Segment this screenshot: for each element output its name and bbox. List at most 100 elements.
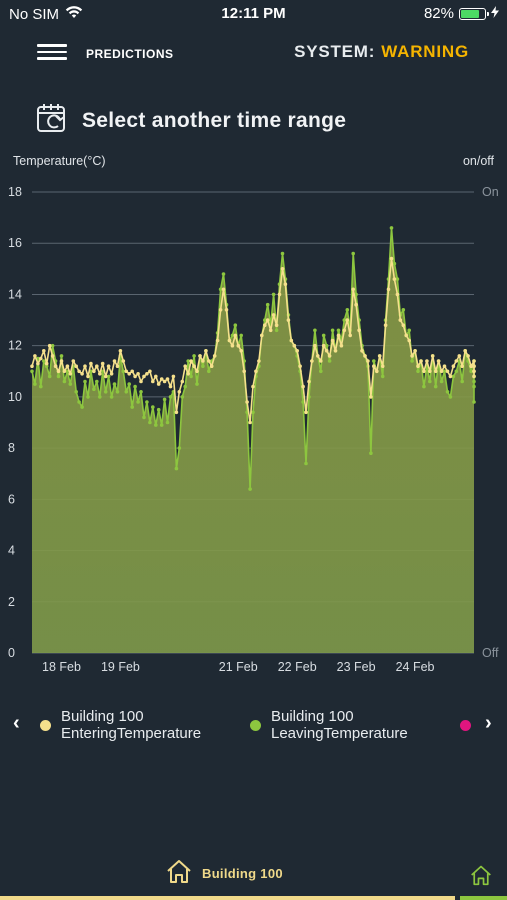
data-point: [47, 374, 52, 379]
data-point: [336, 328, 341, 333]
data-point: [86, 395, 90, 399]
data-point: [106, 374, 111, 379]
data-point: [395, 292, 400, 297]
data-point: [457, 354, 462, 358]
data-point: [242, 369, 246, 374]
legend-item-leaving[interactable]: Building 100 LeavingTemperature: [250, 708, 408, 742]
status-time: 12:11 PM: [221, 5, 286, 22]
data-point: [159, 377, 164, 381]
data-point: [83, 379, 87, 384]
data-point: [92, 387, 96, 391]
data-point: [265, 302, 270, 307]
data-point: [50, 343, 55, 348]
data-point: [230, 343, 235, 348]
data-point: [98, 372, 102, 376]
data-point: [454, 359, 459, 363]
data-point: [298, 364, 302, 368]
data-point: [442, 369, 447, 374]
data-point: [39, 384, 43, 389]
data-point: [395, 277, 400, 281]
tab-indicator-active: [0, 896, 455, 900]
data-point: [386, 287, 391, 292]
legend-dot: [250, 720, 261, 731]
data-point: [363, 354, 367, 358]
data-point: [168, 395, 173, 399]
data-point: [136, 372, 140, 376]
temperature-chart[interactable]: 0 2 4 6 8 10 12 14 16 18 Off On 18 Feb 19 Feb 21 Feb 22…: [0, 175, 507, 680]
data-point: [33, 354, 37, 358]
data-point: [106, 364, 111, 368]
data-point: [139, 379, 143, 384]
data-point: [472, 364, 476, 368]
data-point: [207, 369, 211, 374]
data-point: [221, 272, 226, 276]
data-point: [156, 407, 161, 412]
data-point: [313, 343, 317, 348]
data-point: [257, 359, 261, 363]
legend-item-entering[interactable]: Building 100 EnteringTemperature: [40, 708, 201, 742]
tab-building[interactable]: Building 100: [166, 858, 283, 889]
data-point: [380, 364, 385, 368]
time-range-button[interactable]: Select another time range: [36, 102, 346, 139]
data-point: [47, 343, 52, 348]
data-point: [189, 374, 193, 379]
y-tick-label: 4: [8, 544, 15, 558]
data-point: [236, 343, 241, 348]
data-point: [62, 379, 67, 384]
data-point: [130, 405, 134, 409]
data-point: [127, 372, 131, 376]
data-point: [136, 400, 140, 404]
data-point: [151, 405, 155, 409]
x-tick-label: 18 Feb: [42, 660, 81, 674]
tab-home[interactable]: [470, 864, 492, 891]
data-point: [127, 382, 131, 386]
data-point: [313, 328, 317, 333]
data-point: [151, 379, 155, 384]
menu-icon[interactable]: [37, 44, 67, 60]
data-point: [372, 359, 376, 363]
data-point: [177, 446, 182, 450]
data-point: [265, 318, 270, 322]
data-point: [162, 397, 167, 402]
data-point: [239, 333, 243, 338]
data-point: [389, 256, 394, 261]
data-point: [33, 382, 37, 386]
y-tick-label: 8: [8, 441, 15, 455]
chevron-left-icon[interactable]: ‹: [13, 712, 20, 734]
data-point: [121, 359, 126, 363]
bottom-tab-bar: Building 100: [0, 852, 507, 900]
data-point: [407, 338, 412, 343]
data-point: [472, 384, 476, 389]
y-tick-label: 14: [8, 287, 22, 301]
data-point: [239, 349, 243, 353]
legend-item-partial[interactable]: [460, 708, 471, 731]
data-point: [472, 400, 476, 404]
data-point: [221, 287, 226, 292]
data-point: [68, 372, 73, 376]
data-point: [59, 354, 64, 358]
home-icon: [470, 865, 492, 890]
data-point: [271, 292, 276, 297]
data-point: [165, 420, 170, 425]
legend-dot: [460, 720, 471, 731]
data-point: [451, 364, 456, 368]
data-point: [428, 379, 432, 384]
data-point: [398, 318, 403, 322]
data-point: [30, 369, 34, 374]
data-point: [469, 364, 473, 368]
data-point: [44, 361, 49, 366]
data-point: [156, 382, 161, 386]
data-point: [77, 369, 81, 374]
data-point: [92, 369, 96, 374]
data-point: [366, 359, 370, 363]
data-point: [324, 349, 329, 353]
data-point: [254, 369, 258, 374]
data-point: [50, 354, 55, 358]
data-point: [321, 343, 326, 348]
data-point: [289, 338, 294, 343]
chevron-right-icon[interactable]: ›: [482, 712, 492, 735]
data-point: [410, 354, 414, 358]
data-point: [177, 390, 182, 394]
data-point: [260, 333, 264, 338]
data-point: [115, 364, 120, 368]
